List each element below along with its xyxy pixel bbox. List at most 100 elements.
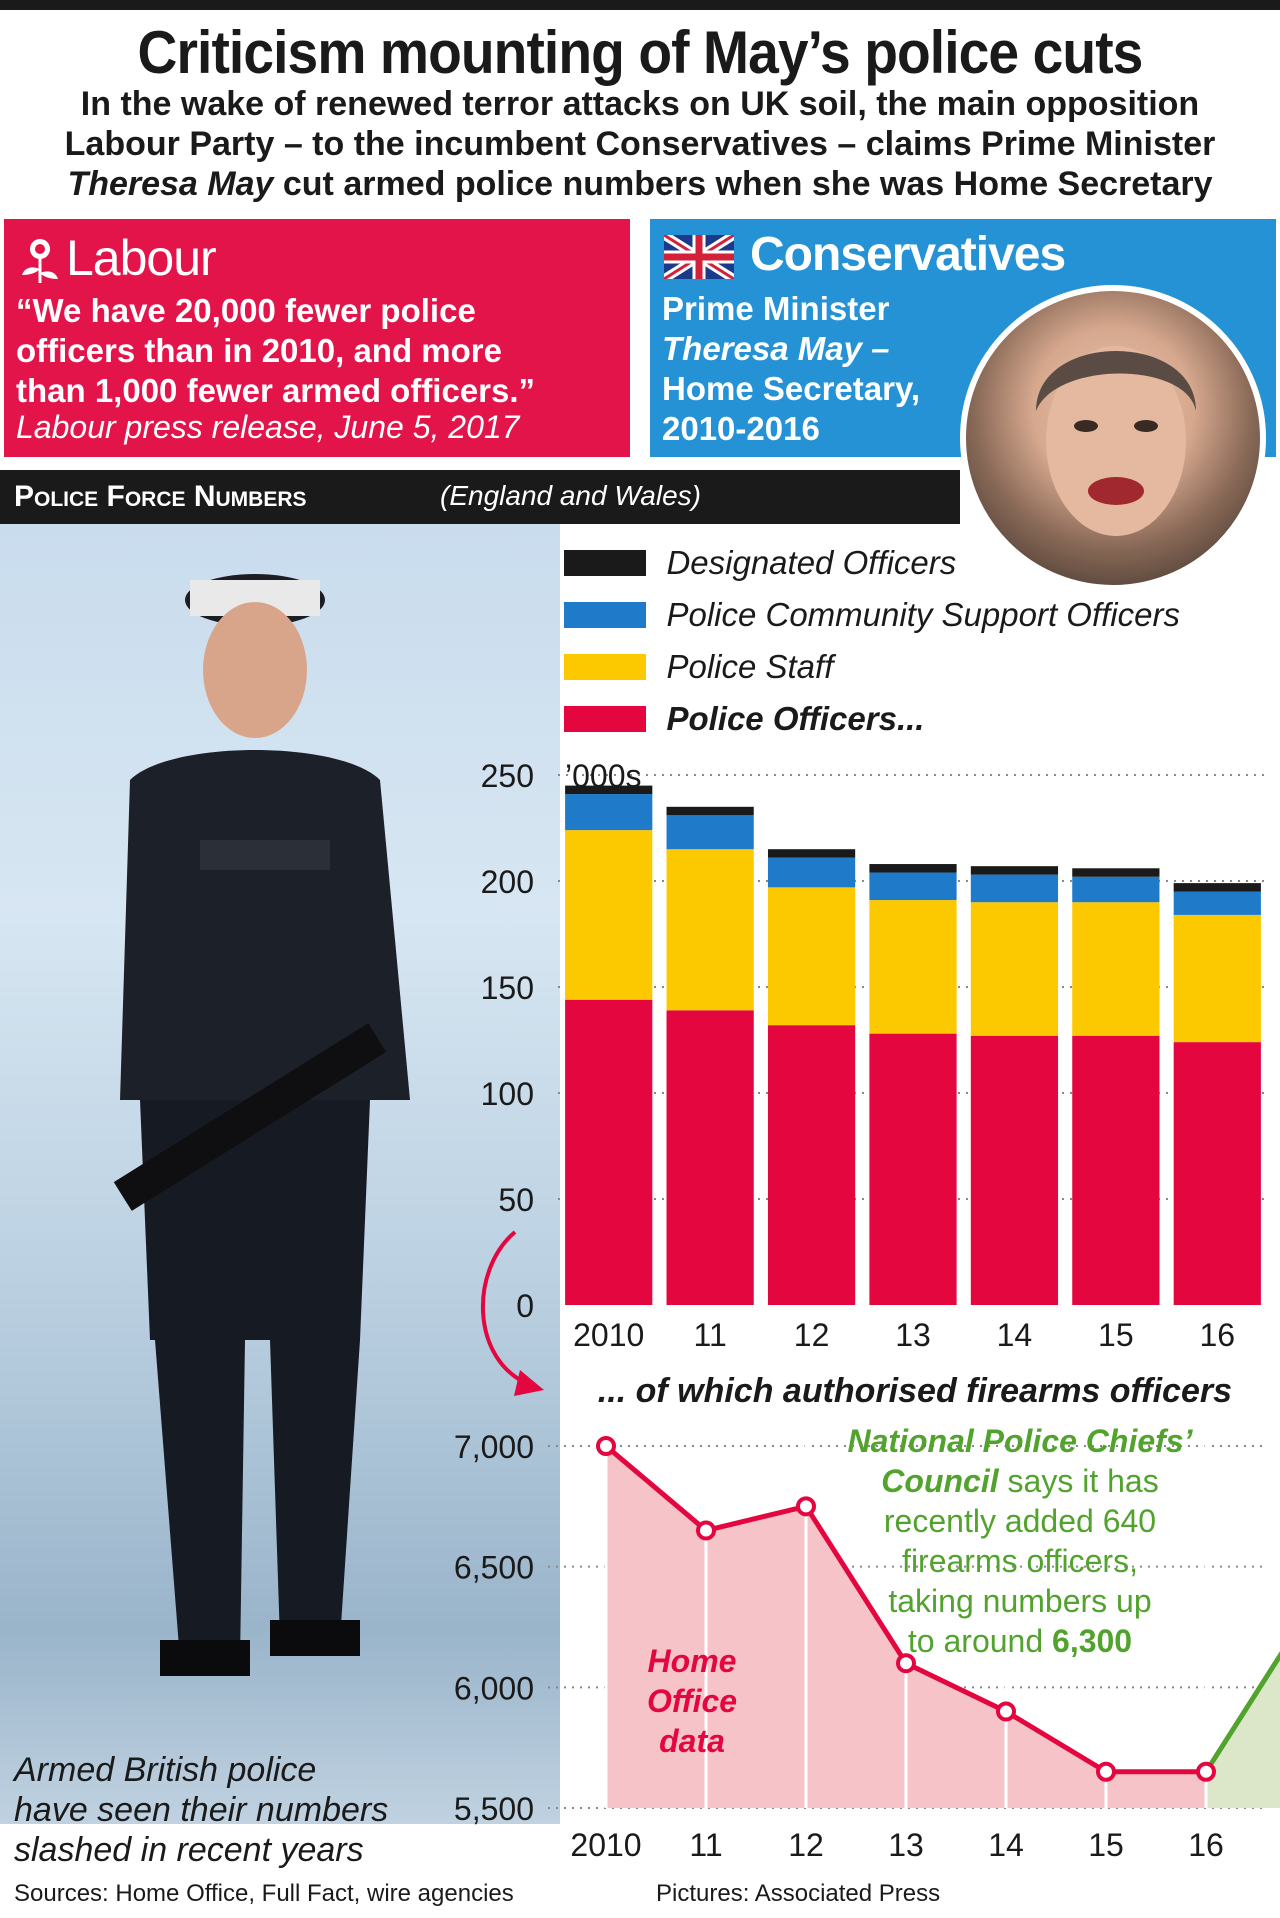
bar-segment [1173,891,1261,915]
labour-quote-line-2: officers than in 2010, and more [16,332,502,369]
bar-segment [767,1025,856,1305]
bar-ytick-label: 50 [498,1182,534,1218]
bar-ytick-label: 200 [481,864,534,900]
npcc-area [1206,1655,1280,1808]
standfirst-line-3-rest: cut armed police numbers when she was Ho… [273,165,1213,203]
legend-swatch-staff [564,654,646,680]
home-office-point [1096,1761,1116,1782]
home-office-area [606,1446,706,1808]
bar-segment [970,874,1059,903]
legend-item-staff: Police Staff [564,648,833,686]
bar-xtick-label: 11 [694,1317,727,1353]
headline: Criticism mounting of May’s police cuts [137,19,1144,86]
bar-segment [1072,868,1160,877]
line-ytick-label: 6,500 [454,1550,534,1586]
con-line-4: 2010-2016 [662,410,820,447]
footer-sources: Sources: Home Office, Full Fact, wire ag… [14,1880,514,1907]
bar-segment [1072,1035,1160,1305]
npcc-label-6: to around 6,300 [908,1623,1132,1659]
bar-ytick-label: 250 [481,758,534,794]
bar-ytick-label: 100 [481,1076,534,1112]
con-line-2: Theresa May – [662,330,890,367]
union-flag-tree-icon [664,235,734,279]
line-ytick-label: 5,500 [454,1791,534,1827]
npcc-label-3: recently added 640 [884,1503,1156,1539]
standfirst-line-1: In the wake of renewed terror attacks on… [80,85,1200,123]
home-office-label-2: Office [647,1683,737,1719]
con-line-1: Prime Minister [662,290,890,327]
bar-segment [767,849,856,858]
bar-segment [869,900,957,1034]
bar-segment [1173,883,1261,892]
bar-segment [666,806,754,816]
face-icon [1036,346,1196,536]
home-office-point [996,1701,1016,1722]
home-office-area [1006,1711,1106,1808]
npcc-label-5: taking numbers up [888,1583,1151,1619]
bar-segment [767,887,856,1026]
section-title: Police Force Numbers [14,480,307,513]
labour-rose-icon [22,239,58,283]
npcc-label-1: National Police Chiefs’ [848,1423,1194,1459]
legend-label-designated: Designated Officers [666,544,957,581]
bar-segment [666,815,754,850]
legend-swatch-designated [564,550,646,576]
legend-item-pcso: Police Community Support Officers [564,596,1180,634]
line-ytick-label: 7,000 [454,1429,534,1465]
npcc-label-2: Council says it has [881,1463,1158,1499]
line-ytick-label: 6,000 [454,1670,534,1706]
bar-segment [767,857,856,888]
bar-segment [1173,1042,1261,1305]
line-xtick-label: 16 [1188,1827,1224,1863]
line-xtick-label: 11 [689,1827,722,1863]
standfirst-line-3: Theresa May cut armed police numbers whe… [20,164,1260,204]
bar-xtick-label: 13 [895,1317,931,1353]
labour-quote-line-1: “We have 20,000 fewer police [16,292,476,329]
photo-caption-line-2: have seen their numbers [14,1791,389,1829]
bar-segment [565,830,653,1000]
legend-item-designated: Designated Officers [564,544,956,582]
home-office-area [706,1506,806,1808]
bar-segment [970,902,1059,1036]
home-office-point [796,1496,816,1517]
bar-segment [565,785,653,795]
bar-segment [970,866,1059,875]
home-office-point [896,1653,916,1674]
standfirst-may-name: Theresa May [67,165,274,203]
standfirst-line-2: Labour Party – to the incumbent Conserva… [64,125,1216,163]
home-office-point [596,1436,616,1456]
home-office-label-3: data [659,1723,725,1759]
photo-caption-line-3: slashed in recent years [14,1831,364,1869]
bar-segment [869,864,957,873]
line-xtick-label: 12 [788,1827,824,1863]
bar-xtick-label: 12 [794,1317,830,1353]
bar-segment [666,1010,754,1305]
labour-quote-line-3: than 1,000 fewer armed officers.” [16,372,536,409]
bar-ytick-label: 150 [481,970,534,1006]
bar-xtick-label: 16 [1199,1317,1235,1353]
section-bar: Police Force Numbers (England and Wales) [0,470,960,524]
legend-label-pcso: Police Community Support Officers [666,596,1180,633]
photo-caption: Armed British police have seen their num… [14,1750,388,1870]
bar-segment [1072,876,1160,903]
bar-ytick-label: 0 [516,1288,534,1324]
home-office-label-1: Home [648,1643,737,1679]
top-rule [0,0,1280,10]
bar-segment [565,999,653,1305]
bar-segment [1072,902,1160,1036]
line-xtick-label: 15 [1088,1827,1124,1863]
home-office-point [696,1520,716,1541]
bar-segment [970,1035,1059,1305]
legend-label-officers: Police Officers... [666,700,925,737]
bar-segment [565,794,653,831]
labour-source: Labour press release, June 5, 2017 [16,409,520,445]
bar-xtick-label: 2010 [573,1317,644,1353]
armed-officer-figure [113,574,410,1676]
bar-xtick-label: 15 [1098,1317,1134,1353]
legend-swatch-officers [564,706,646,732]
labour-panel: Labour “We have 20,000 fewer police offi… [4,219,630,457]
labour-logo: Labour [66,230,217,286]
theresa-may-photo [960,285,1266,591]
con-line-3: Home Secretary, [662,370,921,407]
